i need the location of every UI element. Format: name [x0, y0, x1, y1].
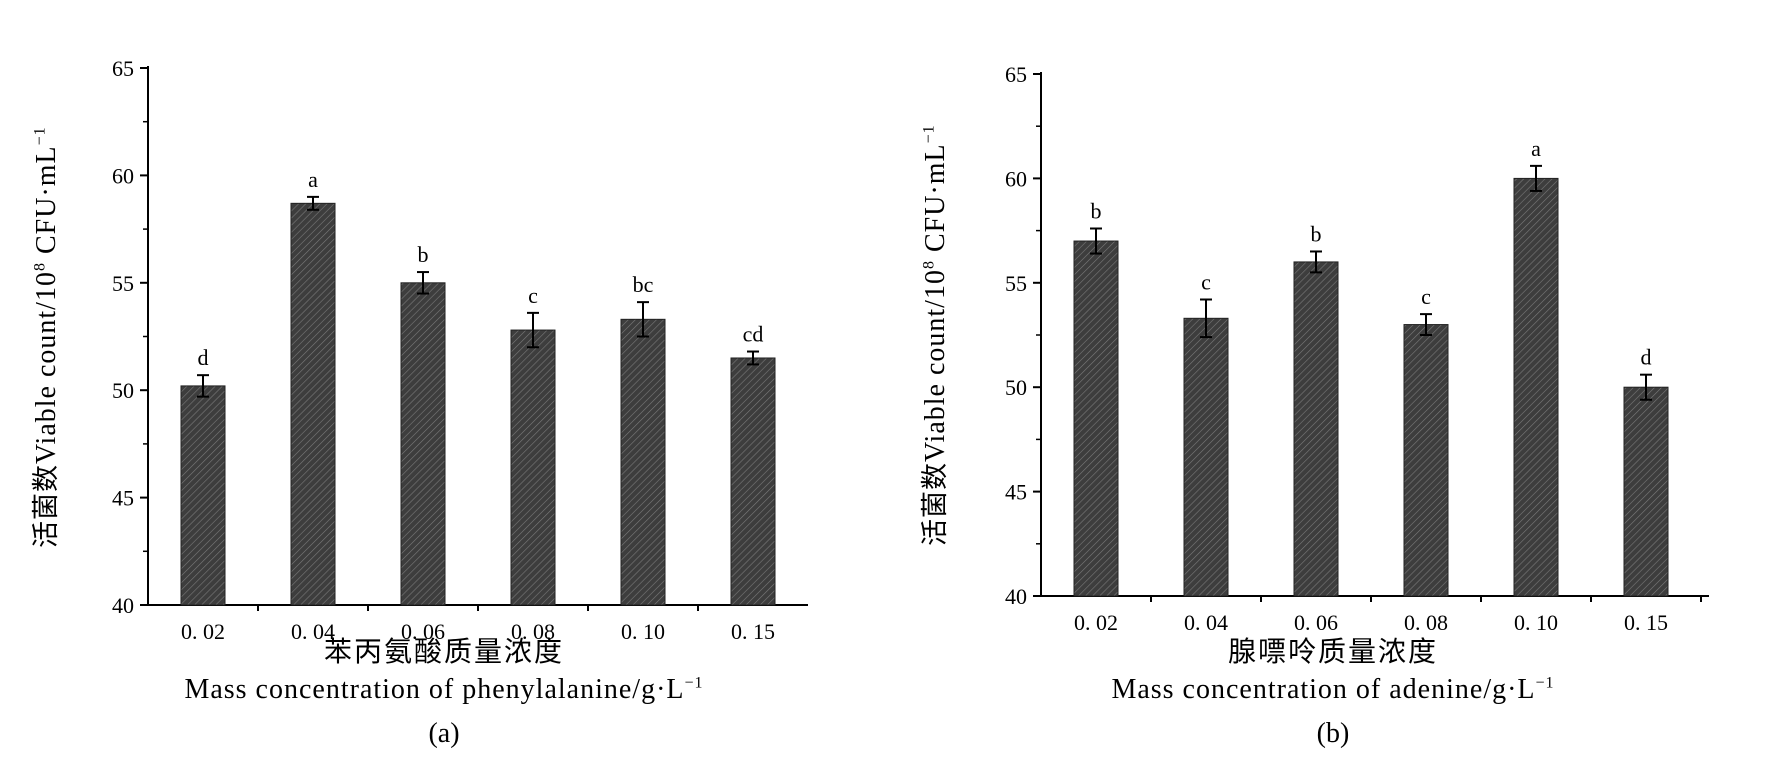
y-tick-label: 50: [1005, 375, 1027, 400]
x-tick-label: 0. 06: [1294, 610, 1338, 635]
x-tick-label: 0. 02: [1074, 610, 1118, 635]
y-tick-label: 40: [112, 593, 134, 618]
chart-panel-a: 40 45 50 55 60 65 d 0. 02 a 0. 04 b 0. 06 c 0. 08 bc 0.…: [0, 0, 888, 772]
significance-letter: b: [1091, 199, 1102, 224]
bar: [1513, 177, 1559, 597]
bar: [1403, 324, 1449, 597]
x-tick-label: 0. 08: [511, 619, 555, 644]
bar: [1073, 240, 1119, 597]
x-tick-label: 0. 10: [1514, 610, 1558, 635]
x-tick-label: 0. 04: [291, 619, 335, 644]
bar: [730, 357, 776, 606]
y-tick-label: 50: [112, 378, 134, 403]
y-tick-label: 60: [112, 163, 134, 188]
x-tick-label: 0. 15: [731, 619, 775, 644]
panel-caption: (a): [428, 718, 460, 749]
significance-letter: cd: [743, 322, 764, 347]
x-tick-label: 0. 10: [621, 619, 665, 644]
y-tick-label: 55: [1005, 271, 1027, 296]
x-tick-label: 0. 15: [1624, 610, 1668, 635]
bar-chart-a: 40 45 50 55 60 65 d 0. 02 a 0. 04 b 0. 06 c 0. 08 bc 0.…: [112, 56, 808, 644]
y-tick-label: 65: [112, 56, 134, 81]
bar: [290, 202, 336, 606]
significance-letter: c: [1421, 284, 1431, 309]
significance-letter: d: [1641, 345, 1652, 370]
y-tick-label: 65: [1005, 62, 1027, 87]
bar: [1623, 386, 1669, 597]
significance-letter: a: [1531, 136, 1541, 161]
y-tick-label: 45: [112, 486, 134, 511]
panel-caption: (b): [1316, 718, 1350, 749]
y-axis-title: 活菌数Viable count/108 CFU·mL−1: [31, 125, 62, 548]
x-tick-label: 0. 06: [401, 619, 445, 644]
significance-letter: a: [308, 167, 318, 192]
bar: [620, 318, 666, 606]
significance-letter: c: [528, 283, 538, 308]
bar-chart-b: 40 45 50 55 60 65 b 0. 02 c 0. 04 b 0. 06 c 0. 08 a 0. …: [1005, 62, 1709, 635]
x-axis-title-en: Mass concentration of phenylalanine/g·L−…: [184, 674, 704, 705]
y-tick-label: 55: [112, 271, 134, 296]
x-tick-label: 0. 08: [1404, 610, 1448, 635]
chart-panel-b: 40 45 50 55 60 65 b 0. 02 c 0. 04 b 0. 06 c 0. 08 a 0. …: [889, 0, 1777, 772]
bar: [510, 329, 556, 606]
significance-letter: b: [418, 242, 429, 267]
significance-letter: c: [1201, 270, 1211, 295]
x-axis-title-zh: 腺嘌呤质量浓度: [1227, 635, 1438, 668]
significance-letter: bc: [633, 272, 654, 297]
y-tick-label: 60: [1005, 166, 1027, 191]
bar: [180, 385, 226, 606]
bar: [400, 282, 446, 606]
y-axis-title: 活菌数Viable count/108 CFU·mL−1: [920, 124, 951, 546]
bar: [1293, 261, 1339, 597]
x-tick-label: 0. 04: [1184, 610, 1228, 635]
significance-letter: d: [198, 345, 209, 370]
x-axis-title-zh: 苯丙氨酸质量浓度: [323, 635, 564, 668]
y-tick-label: 45: [1005, 480, 1027, 505]
x-tick-label: 0. 02: [181, 619, 225, 644]
y-tick-label: 40: [1005, 584, 1027, 609]
bar: [1183, 317, 1229, 597]
x-axis-title-en: Mass concentration of adenine/g·L−1: [1111, 674, 1555, 705]
significance-letter: b: [1311, 221, 1322, 246]
